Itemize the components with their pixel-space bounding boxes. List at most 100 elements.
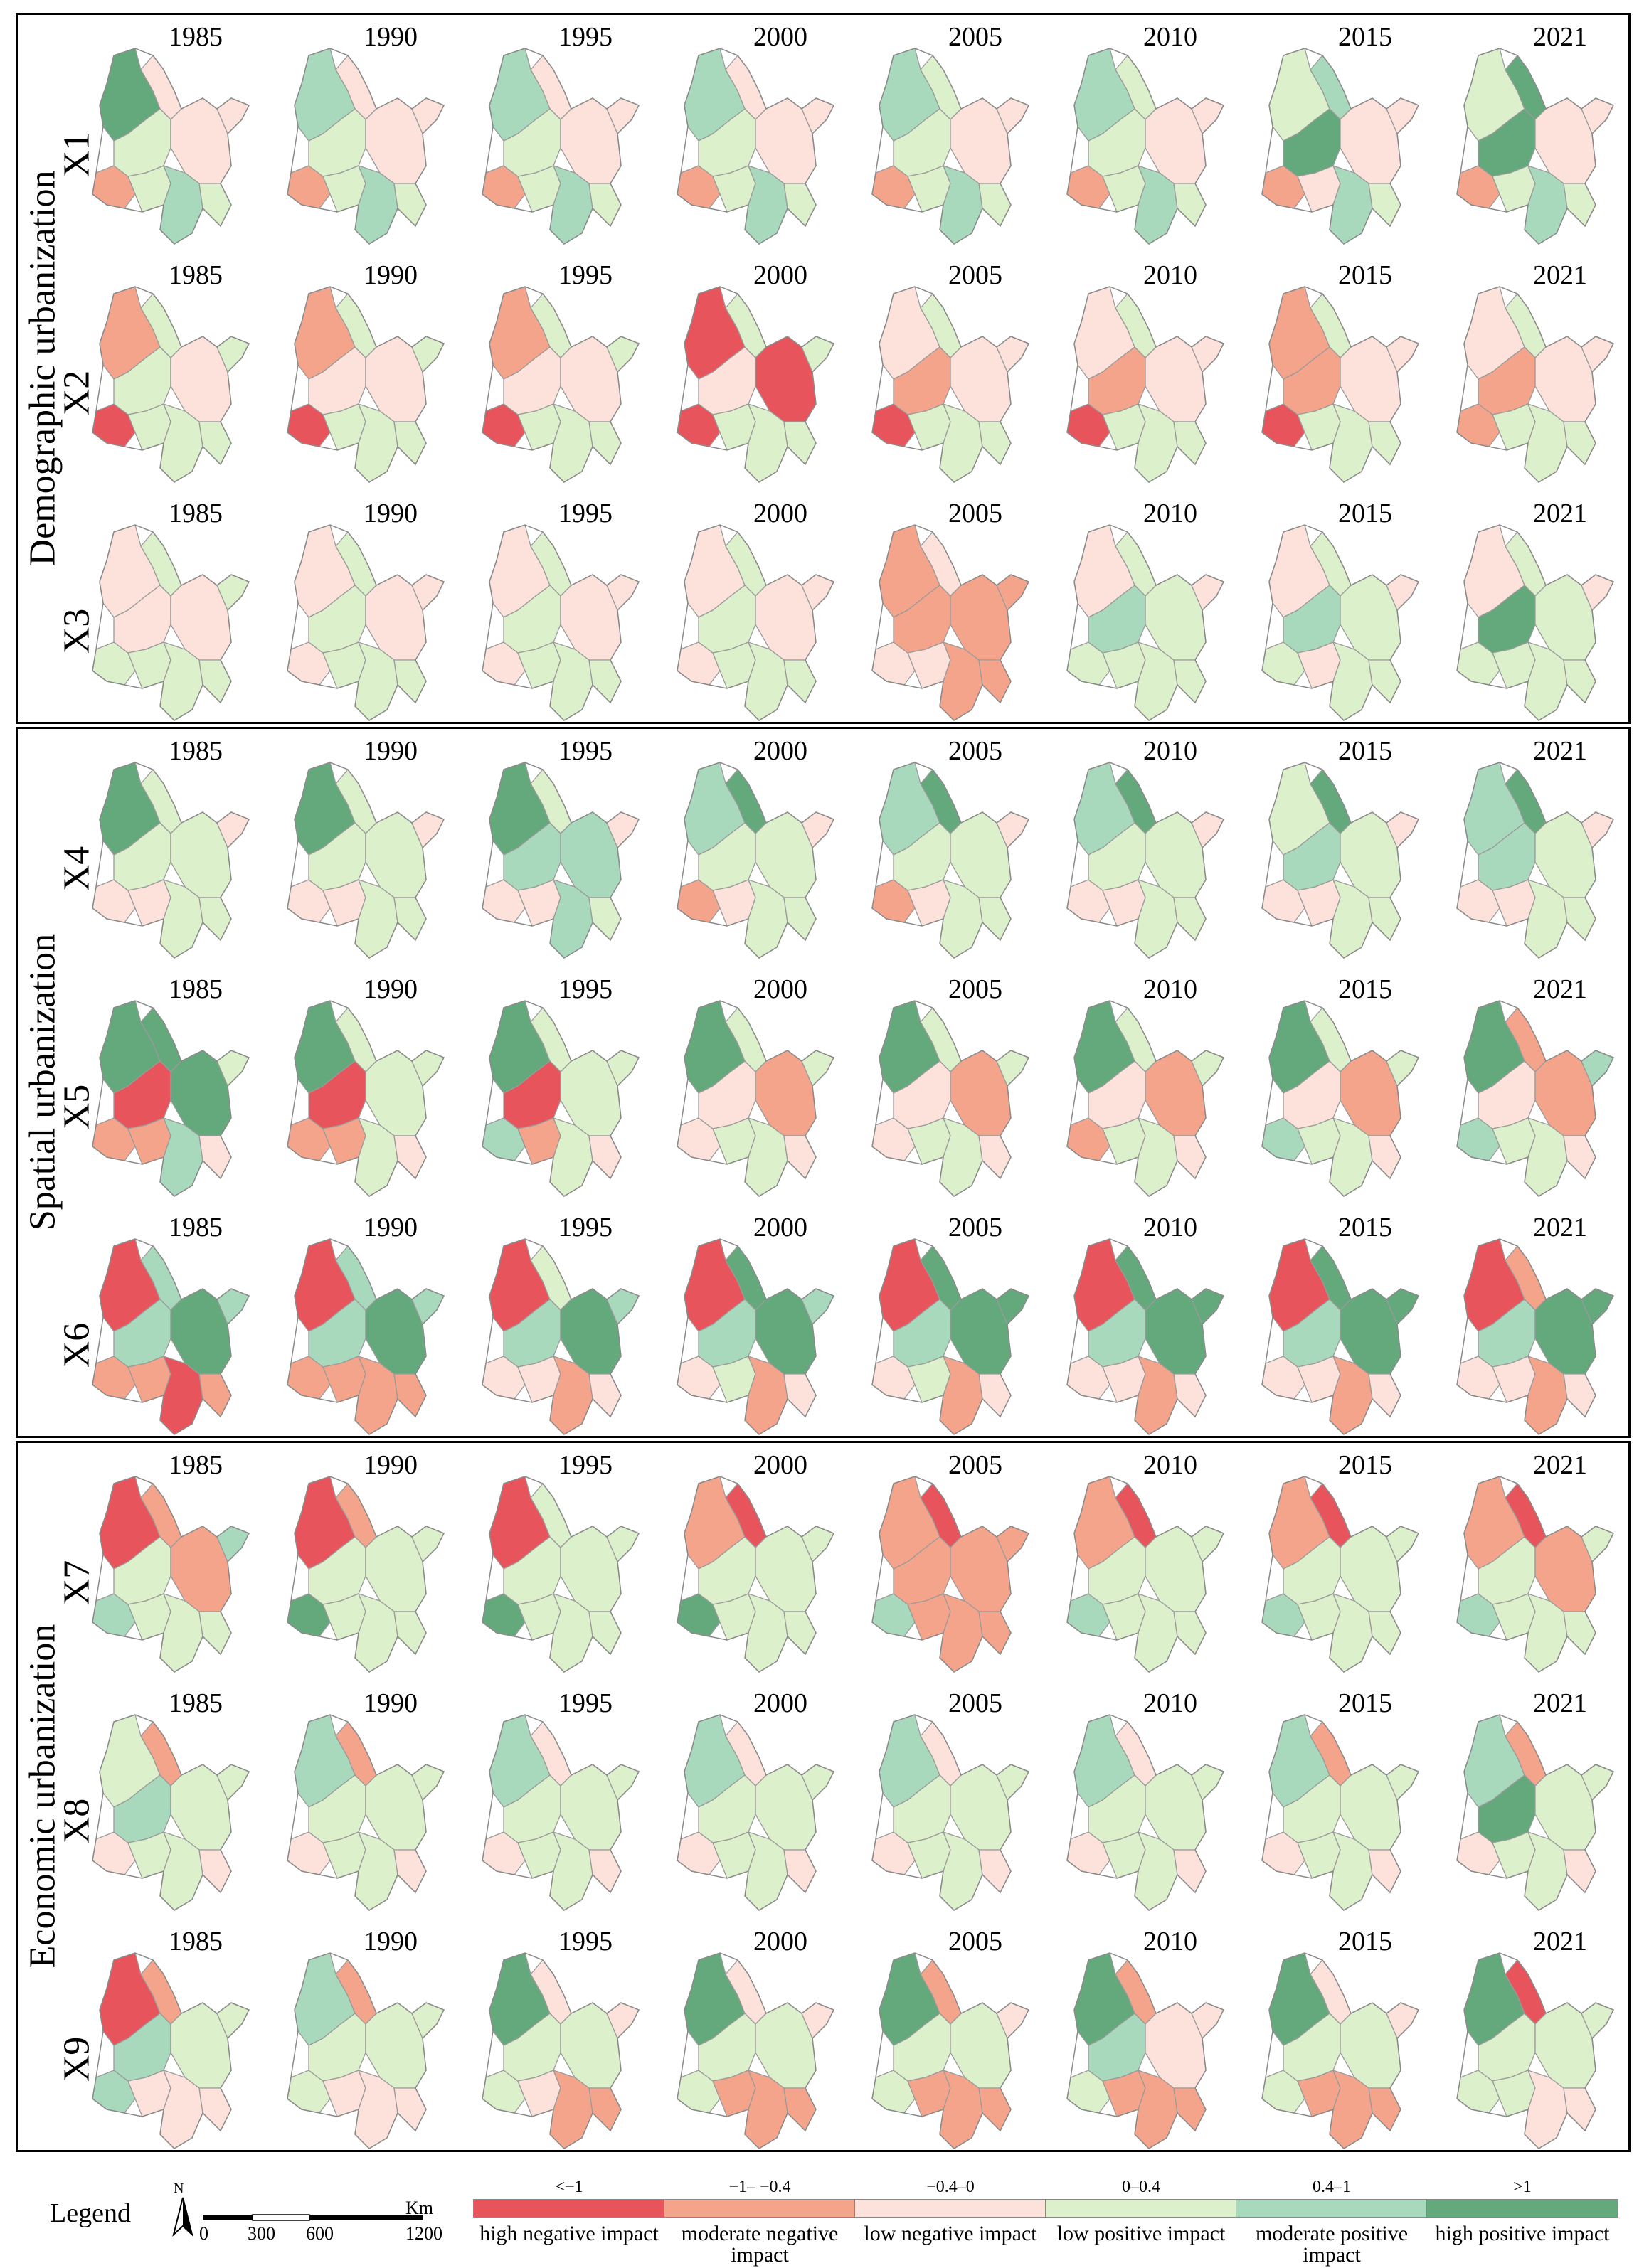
region-se	[393, 421, 427, 465]
region-se	[1368, 421, 1401, 465]
year-label: 2021	[1533, 499, 1587, 528]
year-label: 2005	[948, 1213, 1002, 1242]
year-label: 1990	[364, 736, 418, 766]
region-se	[783, 1849, 817, 1893]
region-se	[198, 1373, 232, 1417]
map-outline	[871, 524, 1030, 721]
region-se	[1368, 2087, 1401, 2131]
year-label: 1995	[558, 1927, 613, 1956]
region-se	[783, 1373, 817, 1417]
year-label: 1985	[169, 974, 223, 1004]
region-se	[198, 183, 232, 227]
year-label: 1990	[364, 499, 418, 528]
year-label: 2005	[948, 1688, 1002, 1718]
region-se	[978, 1611, 1012, 1655]
map-x5-1990	[287, 1000, 445, 1197]
region-se	[1563, 2087, 1596, 2131]
legend-swatch	[1045, 2199, 1237, 2218]
scale-bar: 0 300 600 1200 Km	[199, 2198, 442, 2244]
region-se	[1563, 421, 1596, 465]
year-label: 1995	[558, 260, 613, 290]
map-x1-1990	[287, 48, 445, 245]
map-x6-2015	[1261, 1238, 1420, 1435]
legend-class-label: high positive impact	[1435, 2222, 1610, 2245]
legend-title: Legend	[50, 2198, 131, 2228]
legend-class-label: moderate positive impact	[1255, 2222, 1409, 2267]
year-label: 2015	[1338, 1688, 1392, 1718]
map-outline	[1456, 1476, 1615, 1673]
year-label: 1985	[169, 1213, 223, 1242]
map-x4-1995	[482, 762, 640, 959]
region-se	[393, 1135, 427, 1179]
map-outline	[1261, 1476, 1420, 1673]
year-label: 2000	[753, 736, 807, 766]
year-label: 2005	[948, 974, 1002, 1004]
map-outline	[1456, 1238, 1615, 1435]
map-outline	[482, 1952, 640, 2149]
region-se	[198, 1611, 232, 1655]
region-se	[783, 183, 817, 227]
year-label: 1995	[558, 1688, 613, 1718]
map-outline	[287, 1476, 445, 1673]
year-label: 2021	[1533, 736, 1587, 766]
map-outline	[1261, 286, 1420, 483]
legend-swatch	[854, 2199, 1046, 2218]
year-label: 2021	[1533, 1688, 1587, 1718]
year-label: 2010	[1143, 1927, 1197, 1956]
year-label: 2005	[948, 499, 1002, 528]
map-x3-2021	[1456, 524, 1615, 721]
year-label: 2010	[1143, 22, 1197, 52]
region-se	[393, 183, 427, 227]
year-label: 2000	[753, 22, 807, 52]
map-x6-2010	[1066, 1238, 1225, 1435]
year-label: 2021	[1533, 1927, 1587, 1956]
map-outline	[677, 1238, 835, 1435]
year-label: 1990	[364, 22, 418, 52]
map-outline	[1261, 524, 1420, 721]
map-outline	[1456, 48, 1615, 245]
legend-class-label: low positive impact	[1056, 2222, 1226, 2245]
map-x9-2005	[871, 1952, 1030, 2149]
map-x9-1995	[482, 1952, 640, 2149]
map-outline	[287, 1000, 445, 1197]
legend-class-label: high negative impact	[479, 2222, 659, 2245]
map-outline	[1066, 524, 1225, 721]
region-se	[1173, 1373, 1207, 1417]
map-x2-2010	[1066, 286, 1225, 483]
year-label: 2021	[1533, 260, 1587, 290]
map-outline	[92, 1714, 250, 1911]
region-se	[978, 421, 1012, 465]
map-x2-2015	[1261, 286, 1420, 483]
region-se	[393, 1373, 427, 1417]
map-x1-2021	[1456, 48, 1615, 245]
region-se	[588, 1611, 622, 1655]
map-outline	[482, 1476, 640, 1673]
map-x1-2010	[1066, 48, 1225, 245]
map-x1-2015	[1261, 48, 1420, 245]
year-label: 1985	[169, 1688, 223, 1718]
map-outline	[92, 1000, 250, 1197]
year-label: 2005	[948, 1450, 1002, 1480]
map-outline	[1261, 1714, 1420, 1911]
map-x2-2000	[677, 286, 835, 483]
map-x1-2000	[677, 48, 835, 245]
legend-class-label: low negative impact	[864, 2222, 1037, 2245]
map-x7-2010	[1066, 1476, 1225, 1673]
map-outline	[287, 48, 445, 245]
map-x9-2000	[677, 1952, 835, 2149]
year-label: 1995	[558, 974, 613, 1004]
region-se	[1368, 1611, 1401, 1655]
map-outline	[677, 286, 835, 483]
map-outline	[1456, 762, 1615, 959]
year-label: 1985	[169, 260, 223, 290]
region-se	[1368, 897, 1401, 941]
map-x8-2000	[677, 1714, 835, 1911]
map-outline	[482, 1714, 640, 1911]
map-x6-2005	[871, 1238, 1030, 1435]
year-label: 1990	[364, 1450, 418, 1480]
map-x4-1985	[92, 762, 250, 959]
region-se	[978, 1849, 1012, 1893]
map-x2-2021	[1456, 286, 1615, 483]
region-se	[1368, 659, 1401, 703]
map-outline	[1066, 48, 1225, 245]
